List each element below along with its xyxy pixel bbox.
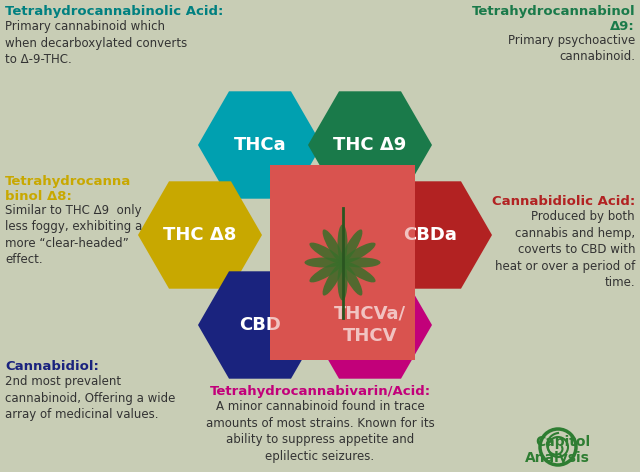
Text: THC Δ9: THC Δ9 bbox=[333, 136, 406, 154]
Ellipse shape bbox=[342, 258, 381, 268]
Text: Capitol
Analysis: Capitol Analysis bbox=[525, 435, 590, 465]
Text: Tetrahydrocannabinolic Acid:: Tetrahydrocannabinolic Acid: bbox=[5, 5, 223, 18]
Text: Similar to THC Δ9  only
less foggy, exhibiting a
more “clear-headed”
effect.: Similar to THC Δ9 only less foggy, exhib… bbox=[5, 203, 142, 266]
Text: Produced by both
cannabis and hemp,
coverts to CBD with
heat or over a period of: Produced by both cannabis and hemp, cove… bbox=[495, 211, 635, 289]
Ellipse shape bbox=[323, 262, 344, 295]
Text: Primary cannabinoid which
when decarboxylated converts
to Δ-9-THC.: Primary cannabinoid which when decarboxy… bbox=[5, 20, 188, 66]
Text: THCa: THCa bbox=[234, 136, 286, 154]
Polygon shape bbox=[198, 91, 322, 199]
Polygon shape bbox=[198, 271, 322, 379]
Text: THC Δ8: THC Δ8 bbox=[163, 226, 237, 244]
Polygon shape bbox=[138, 181, 262, 289]
Ellipse shape bbox=[305, 258, 342, 268]
Text: Primary psychoactive
cannabinoid.: Primary psychoactive cannabinoid. bbox=[508, 34, 635, 63]
Ellipse shape bbox=[342, 261, 376, 282]
Ellipse shape bbox=[337, 262, 348, 301]
Text: 2nd most prevalent
cannabinoid, Offering a wide
array of medicinal values.: 2nd most prevalent cannabinoid, Offering… bbox=[5, 375, 175, 421]
Text: Tetrahydrocannabivarin/Acid:: Tetrahydrocannabivarin/Acid: bbox=[209, 385, 431, 398]
Ellipse shape bbox=[309, 243, 342, 263]
Ellipse shape bbox=[342, 262, 362, 295]
Text: A minor cannabinoid found in trace
amounts of most strains. Known for its
abilit: A minor cannabinoid found in trace amoun… bbox=[205, 400, 435, 463]
Ellipse shape bbox=[309, 261, 342, 282]
Text: Tetrahydrocannabinol
Δ9:: Tetrahydrocannabinol Δ9: bbox=[472, 5, 635, 34]
Text: Cannabidiol:: Cannabidiol: bbox=[5, 360, 99, 373]
Ellipse shape bbox=[337, 225, 348, 262]
Text: THCVa/
THCV: THCVa/ THCV bbox=[334, 305, 406, 345]
Ellipse shape bbox=[342, 229, 362, 263]
Text: Cannabidiolic Acid:: Cannabidiolic Acid: bbox=[492, 195, 635, 208]
Polygon shape bbox=[368, 181, 492, 289]
Polygon shape bbox=[308, 271, 432, 379]
Text: CBDa: CBDa bbox=[403, 226, 457, 244]
Bar bbox=[270, 165, 415, 360]
Text: Tetrahydrocanna
binol Δ8:: Tetrahydrocanna binol Δ8: bbox=[5, 175, 131, 203]
Ellipse shape bbox=[323, 229, 344, 263]
Polygon shape bbox=[308, 91, 432, 199]
Text: CBD: CBD bbox=[239, 316, 281, 334]
Ellipse shape bbox=[342, 243, 376, 263]
Bar bbox=[270, 165, 415, 360]
